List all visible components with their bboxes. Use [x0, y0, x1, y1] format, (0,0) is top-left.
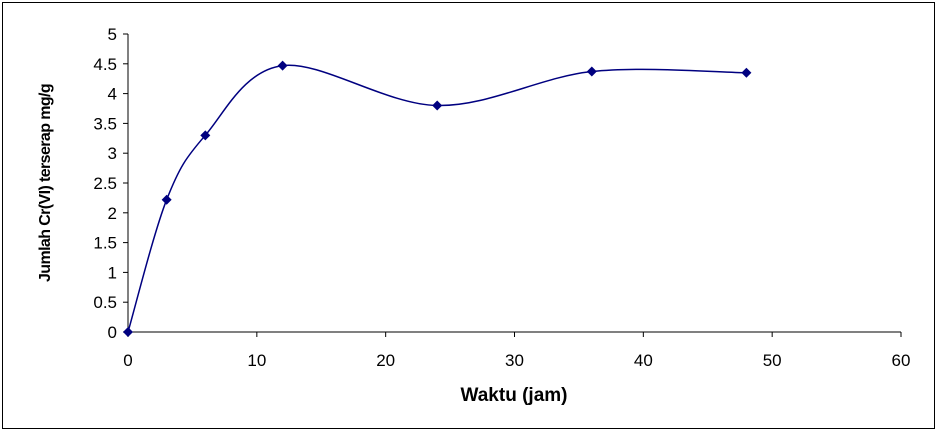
y-axis-title: Jumlah Cr(VI) terserap mg/g: [37, 84, 54, 282]
data-point-marker: [200, 130, 211, 141]
x-tick-label: 20: [376, 351, 395, 370]
x-tick-label: 0: [123, 351, 132, 370]
x-axis-title: Waktu (jam): [461, 385, 568, 406]
data-point-marker: [123, 327, 133, 337]
y-tick-label: 0.5: [93, 293, 117, 312]
x-tick-label: 50: [763, 351, 782, 370]
y-tick-label: 2.5: [93, 174, 117, 193]
data-point-marker: [277, 60, 288, 71]
x-tick-label: 60: [892, 351, 911, 370]
data-point-marker: [586, 66, 597, 77]
y-tick-label: 0: [108, 323, 117, 342]
y-axis-ticks: 0 0.5 1 1.5 2 2.5 3 3.5 4 4.5 5: [93, 25, 128, 342]
y-tick-label: 1: [108, 263, 117, 282]
y-tick-label: 1.5: [93, 234, 117, 253]
y-tick-label: 5: [108, 25, 117, 44]
y-tick-label: 2: [108, 204, 117, 223]
y-tick-label: 3: [108, 144, 117, 163]
chart-frame: [2, 2, 935, 429]
x-tick-label: 40: [634, 351, 653, 370]
data-point-marker: [741, 67, 752, 78]
series-markers: [123, 60, 752, 337]
data-point-marker: [432, 100, 443, 111]
y-tick-label: 4.5: [93, 55, 117, 74]
x-axis-ticks: 0 10 20 30 40 50 60: [123, 332, 910, 370]
data-point-marker: [161, 194, 172, 205]
y-tick-label: 4: [108, 85, 117, 104]
x-tick-label: 10: [247, 351, 266, 370]
y-tick-label: 3.5: [93, 114, 117, 133]
x-tick-label: 30: [505, 351, 524, 370]
